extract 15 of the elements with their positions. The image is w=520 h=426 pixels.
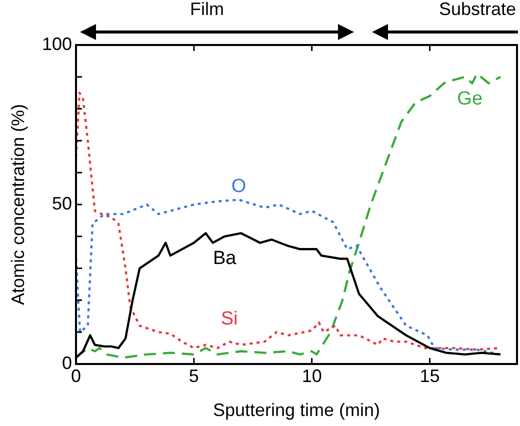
y-tick-label: 50 [52, 193, 72, 214]
x-tick-label: 10 [302, 366, 322, 386]
line-series [76, 198, 502, 356]
series-label: O [231, 176, 246, 198]
x-tick-label: 15 [420, 366, 440, 386]
series-label: Ba [212, 248, 237, 269]
y-tick-label: 100 [42, 34, 72, 54]
x-tick-label: 5 [188, 366, 199, 386]
y-tick-label: 0 [62, 352, 72, 373]
y-axis-title: Atomic concentration (%) [8, 104, 28, 306]
x-axis-title: Sputtering time (min) [212, 400, 380, 420]
text: Film [190, 0, 224, 20]
series-label: Ge [457, 88, 483, 110]
text: Substrate [438, 0, 516, 20]
series-label: Si [220, 308, 238, 330]
